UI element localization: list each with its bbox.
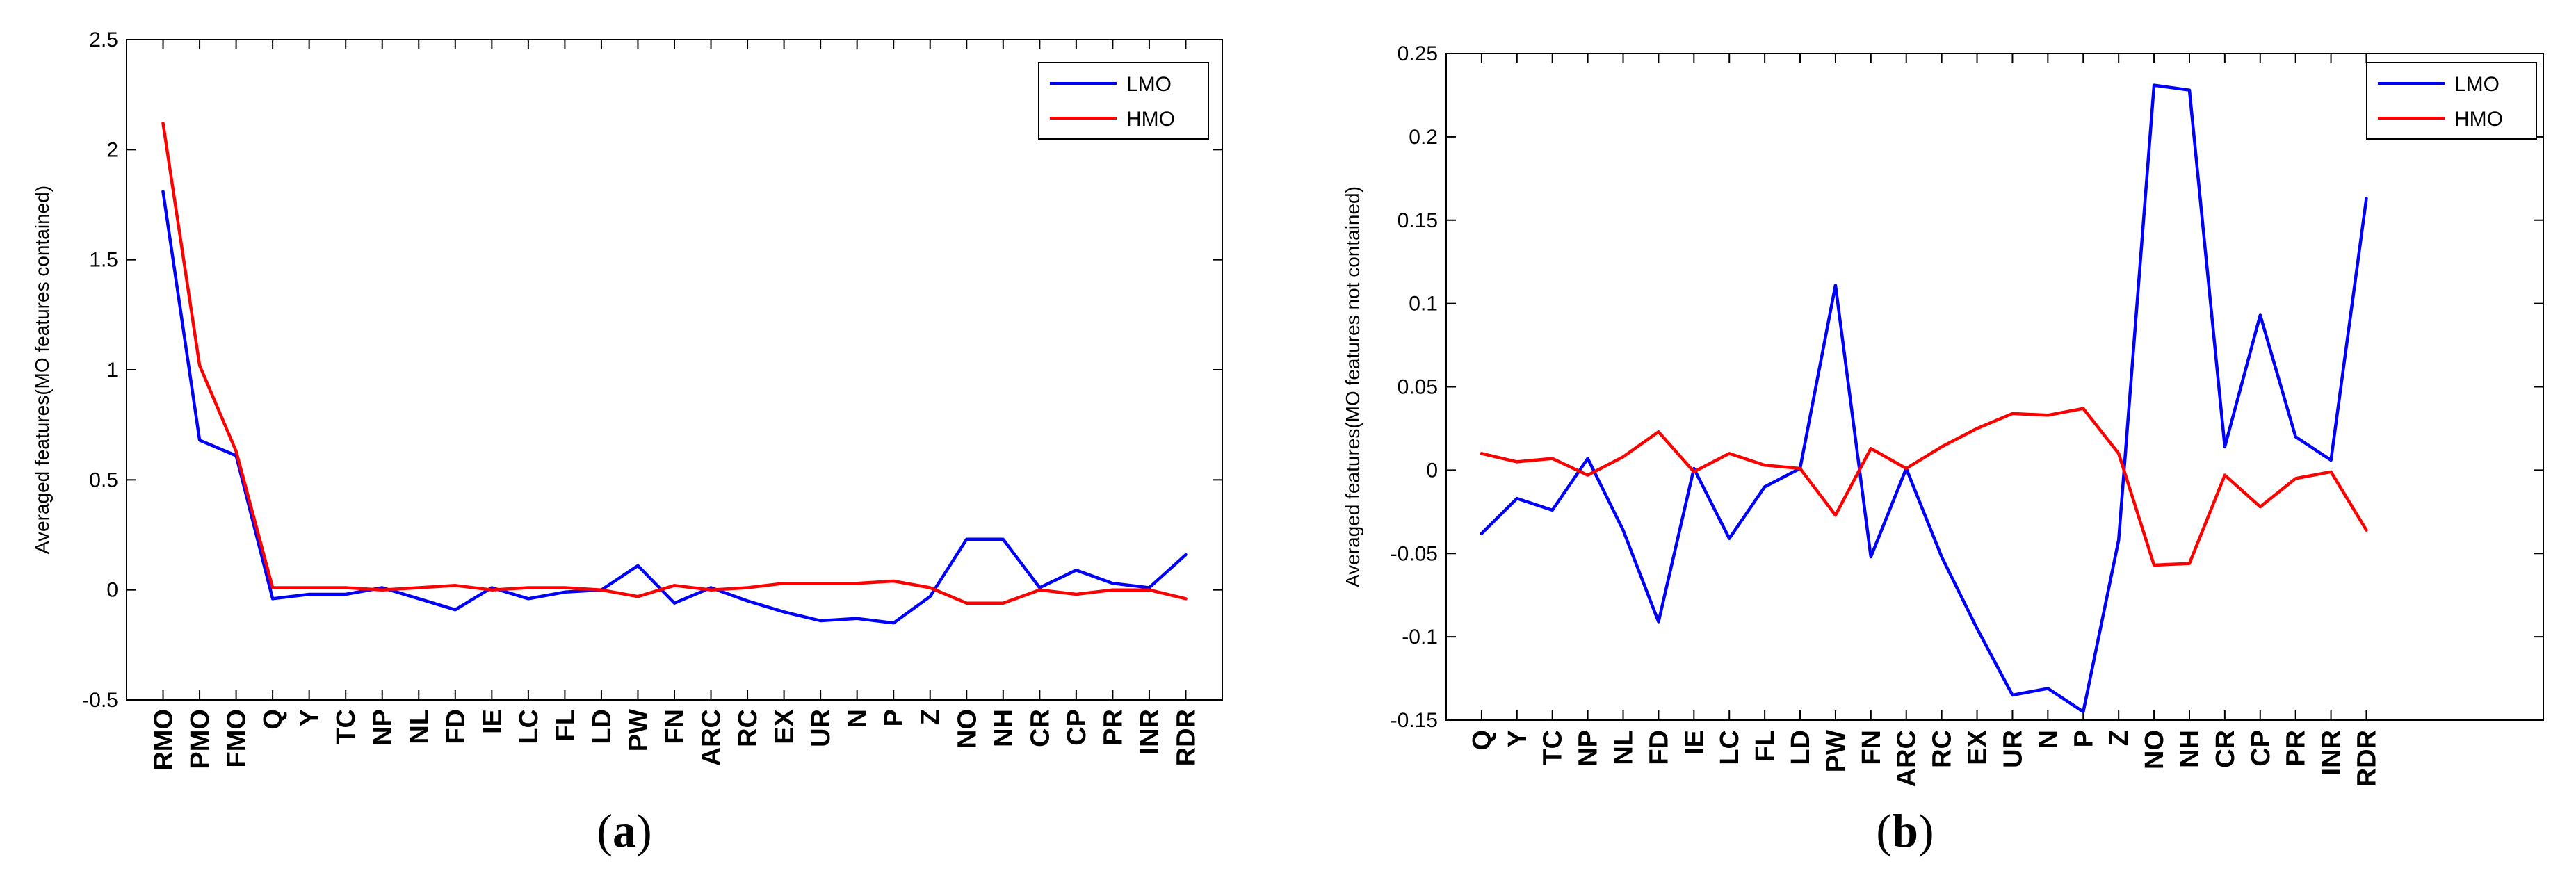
legend-label-lmo: LMO <box>2454 73 2500 96</box>
x-tick-label: FL <box>1751 730 1780 762</box>
x-tick-label: TC <box>1539 730 1568 765</box>
x-tick-label: ARC <box>1893 730 1922 787</box>
legend-label-lmo: LMO <box>1126 73 1172 96</box>
x-tick-label: UR <box>807 709 836 747</box>
x-tick-label: NO <box>2140 730 2169 769</box>
x-tick-label: N <box>843 709 873 728</box>
x-tick-label: UR <box>1998 730 2027 768</box>
x-tick-label: ARC <box>697 709 727 766</box>
x-tick-label: CR <box>2211 730 2240 768</box>
x-tick-label: FD <box>1644 730 1674 765</box>
x-tick-label: TC <box>332 709 361 744</box>
y-tick-label: 0 <box>106 579 118 602</box>
y-tick-label: -0.15 <box>1391 709 1438 732</box>
x-tick-label: EX <box>1963 729 1993 765</box>
series-line-lmo <box>161 190 1188 625</box>
y-tick-label: 0.25 <box>1398 42 1438 65</box>
x-tick-label: Y <box>295 709 325 726</box>
x-tick-label: P <box>2069 730 2098 747</box>
chart-b: 0.250.20.150.10.050-0.05-0.1-0.15Q Y TC NP N… <box>1342 42 2544 857</box>
x-tick-label: LD <box>588 709 617 744</box>
legend-box <box>1038 62 1209 140</box>
x-tick-label: Q <box>1468 730 1497 751</box>
x-tick-label: NO <box>953 709 982 749</box>
y-tick-label: -0.5 <box>82 689 118 712</box>
x-tick-label: Z <box>916 709 946 725</box>
x-tick-label: IE <box>478 709 507 734</box>
x-tick-label: CP <box>1062 709 1092 746</box>
x-tick-label: LC <box>1715 730 1744 765</box>
y-tick-label: 1.5 <box>89 249 118 272</box>
x-tick-label: NH <box>989 709 1019 747</box>
x-tick-label: FN <box>1857 730 1886 765</box>
y-tick-label: 0 <box>1426 459 1438 482</box>
x-tick-label: N <box>2034 730 2063 749</box>
x-tick-label: FMO <box>222 709 252 767</box>
x-tick-label: CP <box>2246 730 2276 767</box>
x-tick-label: IE <box>1680 730 1709 755</box>
y-tick-label: 0.15 <box>1398 209 1438 232</box>
x-tick-label: RMO <box>149 709 179 771</box>
x-tick-label: PR <box>1099 709 1128 746</box>
x-tick-label: FN <box>661 709 690 744</box>
series-line-lmo <box>1480 83 2368 714</box>
x-tick-label: EX <box>770 708 800 744</box>
legend-label-hmo: HMO <box>1126 108 1175 131</box>
x-tick-label: NL <box>405 709 434 744</box>
y-tick-label: 0.05 <box>1398 376 1438 399</box>
x-tick-label: Z <box>2105 730 2134 746</box>
plot-frame <box>1445 53 2544 721</box>
x-tick-label: INR <box>2317 730 2347 775</box>
x-tick-label: FL <box>551 709 580 741</box>
x-tick-label: NP <box>368 709 398 746</box>
x-tick-label: NP <box>1574 730 1603 767</box>
x-tick-label: PR <box>2282 730 2311 767</box>
x-tick-label: RC <box>1928 730 1957 768</box>
y-tick-label: 0.1 <box>1409 293 1438 316</box>
x-tick-label: Y <box>1503 730 1532 747</box>
series-line-hmo <box>1480 407 2368 567</box>
panel-caption: (a) <box>597 804 651 857</box>
x-tick-label: PW <box>1822 730 1851 772</box>
legend-box <box>2366 62 2537 140</box>
x-tick-label: LD <box>1786 730 1815 765</box>
x-tick-label: Q <box>259 709 288 730</box>
y-tick-label: -0.1 <box>1402 626 1438 649</box>
x-tick-label: P <box>880 709 909 726</box>
y-tick-label: -0.05 <box>1391 542 1438 565</box>
y-axis-label: Averaged features(MO features not contai… <box>1342 186 1363 587</box>
y-tick-label: 2 <box>106 138 118 161</box>
y-tick-label: 0.5 <box>89 468 118 491</box>
x-tick-label: RDR <box>1172 709 1201 766</box>
y-tick-label: 2.5 <box>89 28 118 51</box>
x-tick-label: LC <box>515 709 544 744</box>
x-tick-label: FD <box>442 709 471 744</box>
x-tick-label: PMO <box>186 709 215 769</box>
legend-label-hmo: HMO <box>2454 108 2503 131</box>
x-tick-label: NH <box>2176 730 2205 768</box>
x-tick-label: RDR <box>2352 730 2381 787</box>
x-tick-label: CR <box>1026 709 1055 747</box>
x-tick-label: PW <box>624 709 653 751</box>
series-line-hmo <box>161 122 1188 605</box>
x-tick-label: RC <box>734 709 763 747</box>
y-axis-label: Averaged features(MO features contained) <box>31 186 53 554</box>
x-tick-label: NL <box>1610 730 1639 765</box>
x-tick-label: INR <box>1135 709 1165 754</box>
y-tick-label: 0.2 <box>1409 126 1438 149</box>
panel-caption: (b) <box>1876 804 1934 857</box>
y-tick-label: 1 <box>106 359 118 382</box>
